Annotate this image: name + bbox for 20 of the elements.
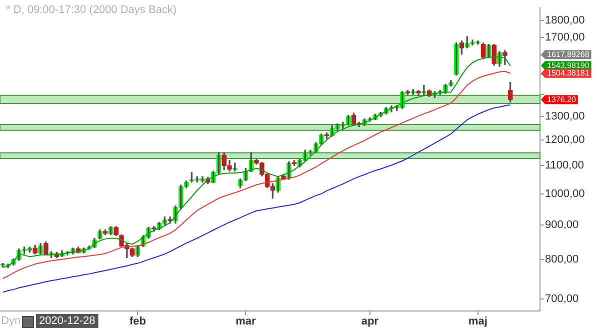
x-tick-label: feb — [129, 316, 146, 328]
x-tick-label: mar — [236, 316, 257, 328]
chart-title: * D, 09:00-17:30 (2000 Days Back) — [6, 4, 177, 16]
y-tick-label: 900,00 — [545, 218, 579, 231]
text: Dyn — [1, 315, 21, 328]
text: 1504,38181 — [547, 68, 590, 78]
y-tick-label: 700,00 — [545, 292, 579, 305]
y-tick-label: 1200,00 — [545, 134, 585, 146]
text: 1376,20 — [547, 94, 576, 104]
text: 1617,89268 — [547, 50, 590, 59]
y-tick-label: 1800,00 — [545, 14, 585, 26]
text: 1543,98190 — [547, 60, 590, 70]
y-tick-label: 1000,00 — [545, 188, 585, 200]
y-tick-label: 1300,00 — [545, 110, 585, 122]
text: 2020-12-28 — [39, 315, 96, 328]
y-tick-label: 800,00 — [545, 254, 579, 266]
x-tick-label: maj — [468, 316, 488, 328]
x-tick-label: apr — [361, 316, 380, 328]
y-tick-label: 1100,00 — [545, 160, 584, 172]
y-tick-label: 1700,00 — [545, 31, 585, 44]
